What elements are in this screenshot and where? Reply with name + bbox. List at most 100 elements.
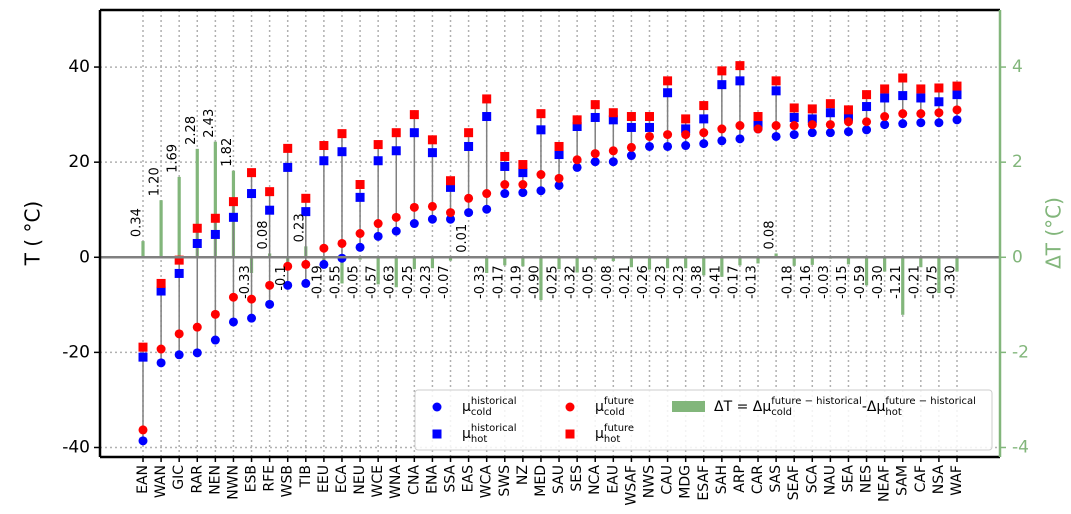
x-tick-label: GIC [171,465,187,490]
point [265,205,275,215]
delta-label: -0.30 [871,265,886,299]
point [427,148,437,158]
point [518,188,528,198]
delta-label: -0.33 [238,265,253,299]
x-tick-label: SAM [895,465,911,496]
point [500,151,510,161]
point [608,146,618,156]
point [319,243,329,253]
point [156,278,166,288]
delta-bar [213,141,217,258]
point [192,348,202,358]
x-tick-label: WNA [388,465,404,499]
point [536,125,546,135]
point [789,130,799,140]
legend-marker [432,402,442,412]
point [825,120,835,130]
point [626,151,636,161]
point [952,90,962,100]
delta-bar [394,257,398,288]
legend-label-part: cold [604,407,625,418]
legend-label-part: hot [471,434,487,445]
point [536,109,546,119]
point [699,139,709,149]
delta-bar [919,257,923,268]
delta-bar [159,200,163,258]
x-tick-label: NZ [515,465,531,485]
y2-tick-label: 0 [1012,247,1023,267]
x-tick-label: NWN [225,465,241,500]
x-tick-label: EAU [605,465,621,494]
point [843,105,853,115]
point [446,214,456,224]
point [210,229,220,239]
delta-bar [792,257,796,266]
point [934,97,944,107]
x-tick-label: SSA [443,465,459,493]
legend-marker [565,402,575,412]
point [265,280,275,290]
point [663,76,673,86]
point [590,149,600,159]
point [735,61,745,71]
y2-tick-label: 2 [1012,152,1023,172]
x-tick-label: NEAF [877,465,893,502]
delta-label: 0.23 [292,213,307,242]
delta-label: 1.69 [166,144,181,173]
legend-label-part: μ [462,399,471,415]
legend-label-part: historical [471,423,517,434]
point [192,322,202,332]
delta-bar [412,257,416,270]
point [699,114,709,124]
point [337,147,347,157]
delta-label: -0.55 [328,265,343,299]
delta-label: -0.33 [473,265,488,299]
point [771,86,781,96]
delta-label: -0.30 [944,265,959,299]
delta-bar [575,257,579,273]
point [626,142,636,152]
delta-bar [901,257,905,315]
point [301,207,311,217]
point [952,115,962,125]
delta-bar [883,257,887,272]
delta-label: -0.75 [925,265,940,299]
delta-bar [177,176,181,258]
delta-bar [141,241,145,258]
y2-tick-label: 4 [1012,57,1023,77]
point [681,130,691,140]
x-tick-label: TIB [298,465,314,488]
point [771,76,781,86]
point [138,436,148,446]
legend-label-part: hot [604,434,620,445]
x-tick-label: WSAF [623,465,639,506]
point [663,130,673,140]
x-tick-label: SWS [497,465,513,497]
point [446,176,456,186]
point [409,110,419,120]
x-tick-label: SCA [804,465,820,494]
point [174,329,184,339]
x-tick-label: RFE [262,465,278,492]
delta-bar [503,257,507,266]
x-tick-label: CAU [660,465,676,495]
point [192,238,202,248]
legend-label-part: μ [595,399,604,415]
point [916,93,926,103]
x-tick-label: WCA [479,465,495,499]
point [952,105,962,115]
delta-label: 0.01 [455,224,470,253]
delta-bar [629,257,633,268]
point [373,219,383,229]
point [409,202,419,212]
legend-label-part: -Δμ [862,399,886,415]
y2-tick-label: -4 [1012,437,1029,457]
delta-label: -0.17 [491,265,506,299]
delta-label: -0.1 [274,265,289,290]
point [572,122,582,132]
x-tick-label: WCE [370,465,386,497]
legend-label-part: future − historical [885,396,976,407]
point [391,128,401,138]
y-tick-label: 40 [68,57,90,77]
delta-bar [738,257,742,266]
